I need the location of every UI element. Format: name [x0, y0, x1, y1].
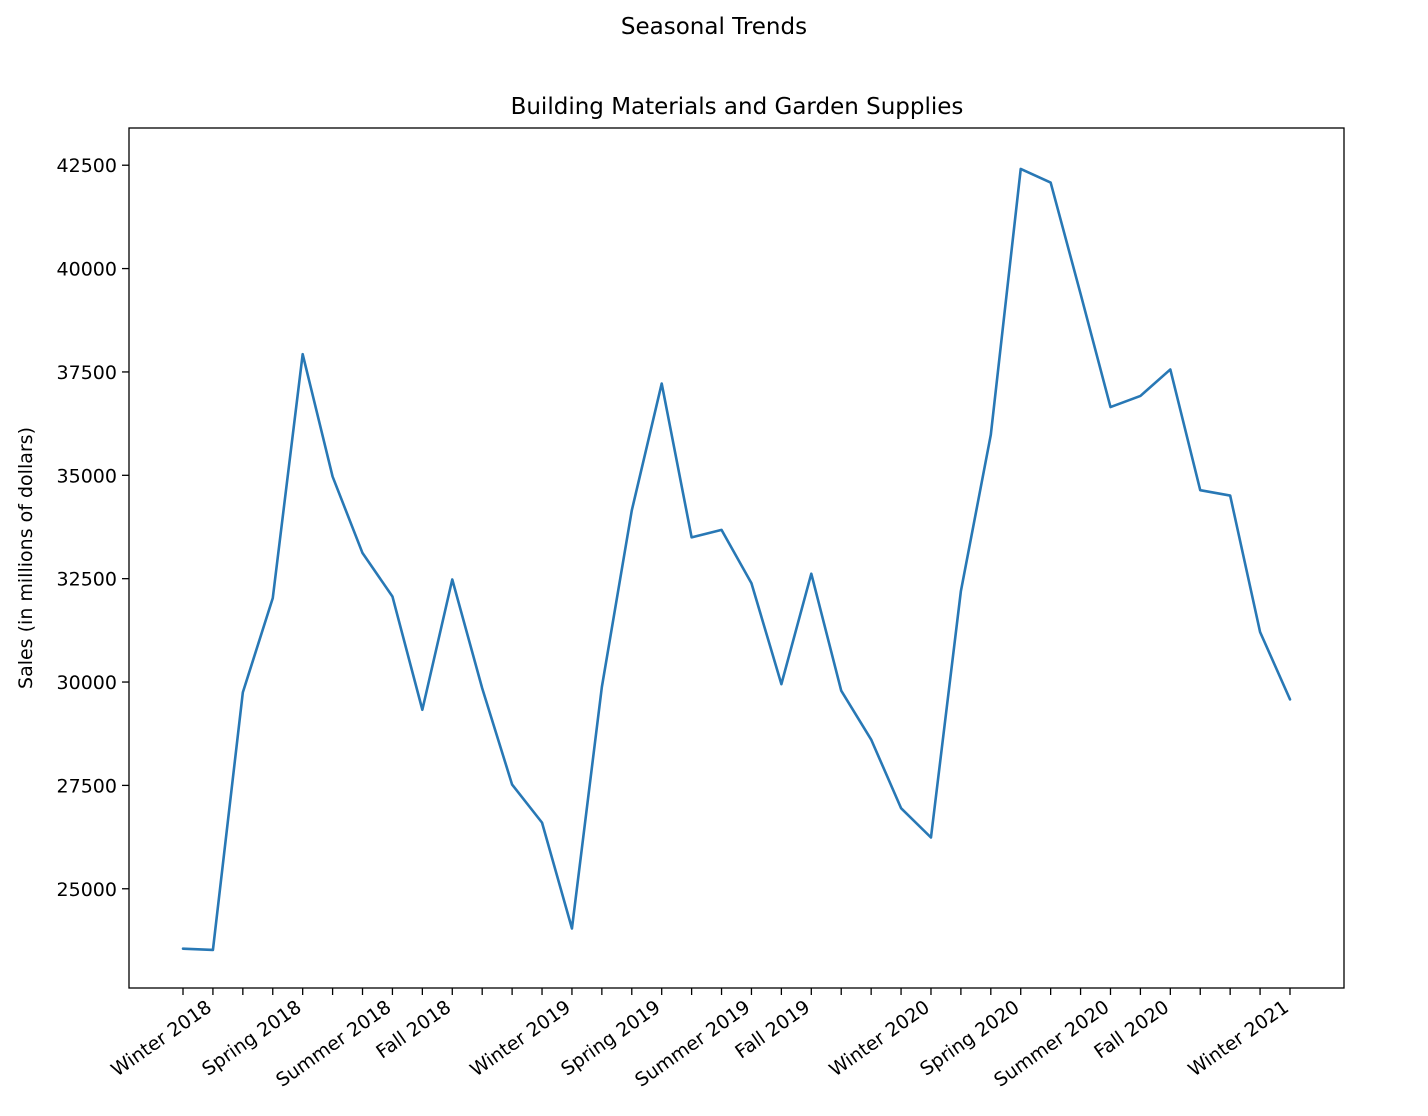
- y-axis-label: Sales (in millions of dollars): [15, 427, 37, 689]
- y-tick-label: 42500: [57, 155, 117, 177]
- y-tick-label: 25000: [57, 879, 117, 901]
- y-tick-label: 30000: [57, 672, 117, 694]
- x-tick-label: Winter 2020: [825, 996, 933, 1081]
- series-layer: [181, 167, 1292, 952]
- y-axis: 25000 27500 30000 32500 35000 37500 40000 42500: [57, 155, 129, 901]
- y-tick-label: 40000: [57, 259, 117, 281]
- y-tick-label: 37500: [57, 362, 117, 384]
- plot-area-frame: [128, 127, 1345, 989]
- chart-title: Building Materials and Garden Supplies: [511, 94, 964, 120]
- x-tick-label: Winter 2021: [1184, 996, 1292, 1081]
- y-tick-label: 27500: [57, 775, 117, 797]
- y-tick-label: 35000: [57, 465, 117, 487]
- series-line: [181, 167, 1292, 952]
- y-tick-label: 32500: [57, 569, 117, 591]
- x-tick-label: Winter 2019: [466, 996, 574, 1081]
- figure-suptitle: Seasonal Trends: [620, 14, 808, 40]
- x-tick-label: Winter 2018: [107, 996, 215, 1081]
